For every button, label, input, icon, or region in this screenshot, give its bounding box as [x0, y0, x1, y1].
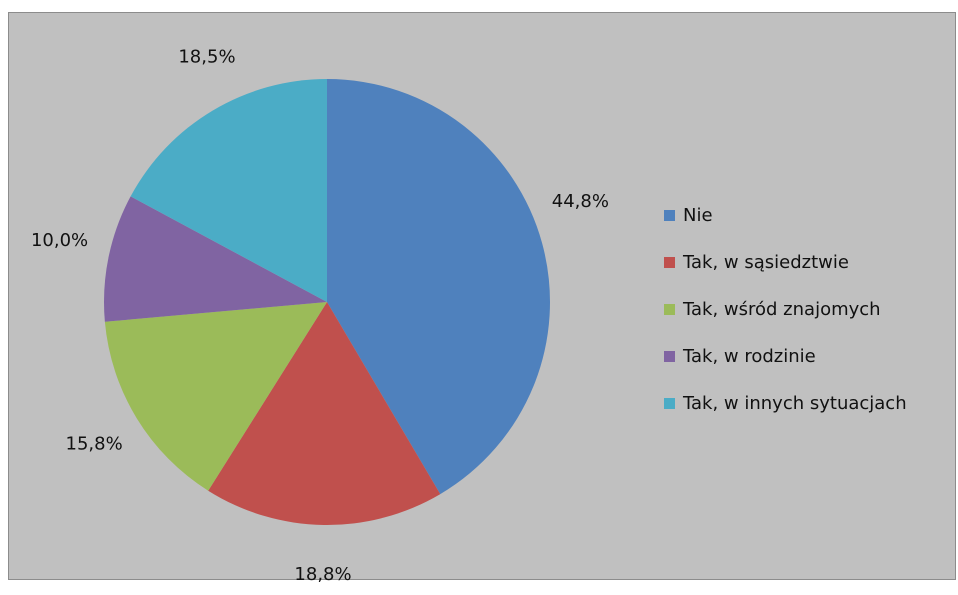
legend-swatch-1	[664, 209, 675, 221]
legend-swatch-2	[664, 256, 675, 268]
legend: Nie Tak, w sąsiedztwie Tak, wśród znajomyc…	[664, 203, 907, 438]
legend-item-1: Nie	[664, 203, 907, 227]
data-label-1: 44,8%	[552, 191, 609, 212]
legend-label-1: Nie	[683, 204, 713, 226]
legend-item-2: Tak, w sąsiedztwie	[664, 250, 907, 274]
legend-label-3: Tak, wśród znajomych	[683, 298, 881, 320]
pie-slice-4	[103, 196, 327, 322]
data-label-2: 18,8%	[294, 564, 351, 585]
legend-swatch-4	[664, 350, 675, 362]
chart-area: 44,8% 18,8% 15,8% 10,0% 18,5% Nie Tak, w sąsi…	[8, 12, 956, 585]
pie-slice-1	[327, 79, 551, 495]
legend-item-5: Tak, w innych sytuacjach	[664, 391, 907, 415]
legend-label-5: Tak, w innych sytuacjach	[683, 392, 907, 414]
legend-swatch-3	[664, 303, 675, 315]
legend-item-4: Tak, w rodzinie	[664, 344, 907, 368]
legend-item-3: Tak, wśród znajomych	[664, 297, 907, 321]
pie-slice-3	[104, 302, 327, 491]
pie-chart: 44,8% 18,8% 15,8% 10,0% 18,5%	[31, 47, 609, 585]
legend-label-4: Tak, w rodzinie	[683, 345, 816, 367]
legend-swatch-5	[664, 397, 675, 409]
data-label-4: 10,0%	[31, 230, 88, 251]
pie-slice-5	[130, 79, 327, 302]
data-label-5: 18,5%	[178, 47, 235, 68]
pie-slice-2	[208, 302, 441, 525]
legend-label-2: Tak, w sąsiedztwie	[683, 251, 849, 273]
data-label-3: 15,8%	[66, 433, 123, 454]
